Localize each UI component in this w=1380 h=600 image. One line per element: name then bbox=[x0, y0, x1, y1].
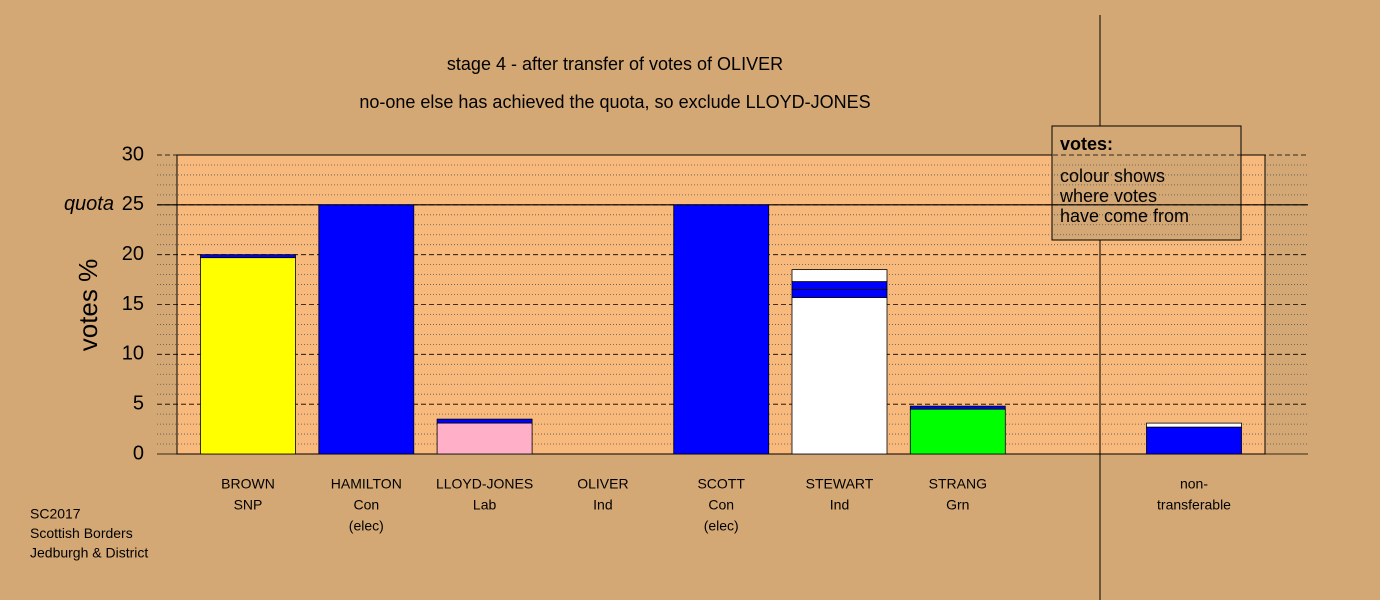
y-tick-label: 5 bbox=[133, 392, 144, 414]
y-tick-label: 30 bbox=[122, 143, 144, 165]
x-tick-label: SNP bbox=[234, 497, 263, 513]
y-axis-label: votes % bbox=[73, 259, 103, 352]
bar-segment bbox=[791, 297, 888, 455]
footer-text: Scottish Borders bbox=[30, 525, 133, 541]
x-tick-label: transferable bbox=[1157, 497, 1231, 513]
legend-text: colour shows bbox=[1060, 166, 1165, 186]
bar-segment bbox=[791, 281, 888, 290]
x-tick-label: HAMILTON bbox=[331, 476, 402, 492]
x-tick-label: LLOYD-JONES bbox=[436, 476, 533, 492]
x-tick-label: OLIVER bbox=[577, 476, 628, 492]
y-tick-label: 0 bbox=[133, 442, 144, 464]
y-tick-label: 25 bbox=[122, 193, 144, 215]
bar-segment bbox=[436, 422, 533, 455]
bar-segment bbox=[909, 405, 1006, 410]
x-tick-label: Ind bbox=[593, 497, 612, 513]
bar-segment bbox=[791, 269, 888, 282]
legend-title: votes: bbox=[1060, 134, 1113, 154]
x-tick-label: Con bbox=[708, 497, 734, 513]
x-tick-label: SCOTT bbox=[697, 476, 745, 492]
bar-segment bbox=[673, 204, 770, 455]
x-tick-label: STEWART bbox=[806, 476, 874, 492]
bar-segment bbox=[909, 408, 1006, 455]
y-tick-label: 20 bbox=[122, 243, 144, 265]
x-tick-label: non- bbox=[1180, 476, 1208, 492]
chart-title: stage 4 - after transfer of votes of OLI… bbox=[447, 54, 783, 74]
y-tick-label: 10 bbox=[122, 343, 144, 365]
footer-text: Jedburgh & District bbox=[30, 545, 148, 561]
y-tick-label: 15 bbox=[122, 293, 144, 315]
legend-text: have come from bbox=[1060, 206, 1189, 226]
x-tick-label: Con bbox=[353, 497, 379, 513]
x-tick-label: (elec) bbox=[704, 518, 739, 534]
bar-segment bbox=[1146, 422, 1242, 428]
x-tick-label: Lab bbox=[473, 497, 497, 513]
legend: votes: bbox=[1051, 125, 1242, 241]
legend-text: where votes bbox=[1059, 186, 1157, 206]
bar-segment bbox=[436, 418, 533, 424]
footer-text: SC2017 bbox=[30, 506, 81, 522]
bar-segment bbox=[318, 204, 415, 455]
x-tick-label: STRANG bbox=[929, 476, 987, 492]
x-tick-label: BROWN bbox=[221, 476, 275, 492]
x-tick-label: Grn bbox=[946, 497, 969, 513]
quota-label: quota bbox=[64, 193, 114, 215]
bar-segment bbox=[1146, 426, 1242, 455]
bar-segment bbox=[200, 257, 296, 455]
chart-subtitle: no-one else has achieved the quota, so e… bbox=[359, 92, 870, 112]
x-tick-label: (elec) bbox=[349, 518, 384, 534]
bar-segment bbox=[791, 289, 888, 298]
bar-segment bbox=[200, 254, 296, 259]
x-tick-label: Ind bbox=[830, 497, 849, 513]
